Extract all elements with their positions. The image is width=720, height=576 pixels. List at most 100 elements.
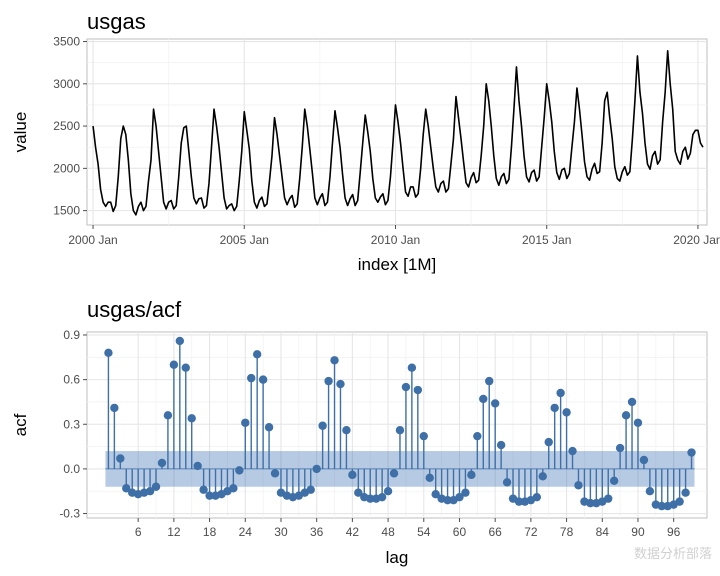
bottom-y-axis-label: acf — [11, 413, 30, 436]
bottom-y-tick-label: 0.3 — [63, 417, 80, 431]
acf-point — [681, 488, 690, 497]
acf-point — [241, 418, 250, 427]
acf-point — [110, 403, 119, 413]
acf-point — [413, 385, 423, 395]
bottom-x-tick-label: 78 — [560, 525, 574, 539]
bottom-x-tick-label: 66 — [488, 525, 502, 539]
acf-point — [586, 498, 595, 508]
acf-point — [645, 487, 655, 496]
bottom-x-tick-label: 84 — [596, 525, 610, 539]
acf-point — [639, 455, 649, 465]
bottom-x-tick-label: 96 — [667, 525, 681, 539]
acf-point — [330, 356, 339, 365]
acf-point — [193, 461, 202, 471]
bottom-x-axis-label: lag — [386, 548, 409, 567]
acf-point — [431, 489, 440, 499]
acf-point — [306, 485, 315, 494]
top-y-axis-label: value — [11, 112, 30, 153]
acf-point — [122, 484, 131, 493]
acf-point — [235, 466, 244, 475]
bottom-axis-ticks: -0.3 0.0 0.3 0.6 0.9 6 12 18 24 30 36 42 48 54 60 66 72 7… — [59, 328, 680, 539]
acf-point — [502, 478, 512, 487]
acf-point — [258, 375, 268, 384]
top-chart-title: usgas — [87, 9, 146, 34]
bottom-x-tick-label: 36 — [310, 525, 324, 539]
acf-point — [395, 426, 405, 435]
acf-point — [199, 485, 208, 494]
bottom-plot-panel — [86, 331, 708, 519]
acf-point — [473, 431, 482, 441]
acf-point — [574, 481, 583, 490]
top-x-tick-label: 2020 Jan — [673, 233, 720, 247]
acf-point — [264, 423, 274, 432]
bottom-y-tick-label: -0.3 — [59, 507, 80, 521]
acf-point — [568, 446, 577, 456]
bottom-y-tick-label: 0.0 — [63, 462, 80, 476]
acf-point — [633, 418, 643, 427]
acf-point — [312, 464, 321, 474]
usgas-series-line — [92, 50, 704, 216]
bottom-x-tick-label: 12 — [167, 525, 181, 539]
acf-point — [104, 348, 113, 358]
acf-point — [401, 382, 411, 392]
acf-point — [657, 501, 666, 511]
acf-point — [163, 411, 173, 420]
bottom-y-tick-label: 0.6 — [63, 373, 80, 387]
acf-point — [252, 350, 262, 359]
top-x-tick-label: 2000 Jan — [68, 233, 117, 247]
acf-point — [324, 376, 333, 386]
bottom-x-tick-label: 24 — [239, 525, 253, 539]
acf-point — [383, 487, 393, 496]
acf-point — [181, 363, 190, 372]
acf-point — [389, 469, 399, 478]
top-plot-panel — [86, 38, 708, 226]
acf-point — [205, 491, 214, 500]
acf-point — [562, 408, 571, 417]
top-y-tick-label: 3500 — [53, 35, 80, 49]
acf-point — [342, 426, 351, 435]
acf-point — [270, 469, 280, 478]
bottom-y-tick-label: 0.9 — [63, 328, 80, 342]
acf-point — [615, 443, 625, 453]
bottom-x-tick-label: 48 — [381, 525, 395, 539]
acf-point — [485, 376, 494, 386]
acf-point — [687, 448, 696, 457]
watermark-text: 数据分析部落 — [633, 547, 712, 562]
acf-point — [621, 411, 631, 420]
acf-point — [490, 399, 500, 408]
acf-point — [407, 363, 417, 372]
acf-point — [514, 497, 524, 506]
bottom-x-tick-label: 6 — [135, 525, 142, 539]
acf-point — [443, 495, 452, 505]
acf-point — [532, 492, 542, 502]
acf-point — [366, 494, 375, 503]
acf-point — [318, 421, 327, 430]
top-y-tick-label: 3000 — [53, 77, 80, 91]
acf-point — [479, 394, 488, 404]
acf-point — [425, 473, 434, 483]
acf-point — [544, 437, 553, 447]
acf-stems — [104, 336, 696, 511]
acf-point — [604, 494, 613, 503]
acf-point — [675, 497, 684, 506]
bottom-x-tick-label: 72 — [524, 525, 538, 539]
acf-point — [467, 470, 476, 480]
acf-point — [336, 379, 345, 389]
top-x-tick-label: 2010 Jan — [371, 233, 420, 247]
acf-point — [354, 488, 363, 497]
top-y-tick-label: 2000 — [53, 161, 80, 175]
acf-point — [145, 487, 155, 496]
acf-point — [627, 397, 637, 407]
acf-point — [550, 403, 559, 413]
top-x-axis-label: index [1M] — [358, 255, 436, 274]
acf-point — [116, 454, 125, 463]
acf-point — [496, 440, 506, 450]
acf-point — [455, 492, 464, 502]
acf-point — [169, 360, 179, 369]
top-y-tick-label: 1500 — [53, 204, 80, 218]
top-x-tick-label: 2005 Jan — [220, 233, 269, 247]
acf-point — [229, 484, 238, 493]
top-axis-ticks: 1500 2000 2500 3000 3500 2000 Jan 2005 Jan 2010… — [53, 35, 720, 247]
bottom-x-tick-label: 60 — [453, 525, 467, 539]
acf-point — [461, 488, 470, 497]
